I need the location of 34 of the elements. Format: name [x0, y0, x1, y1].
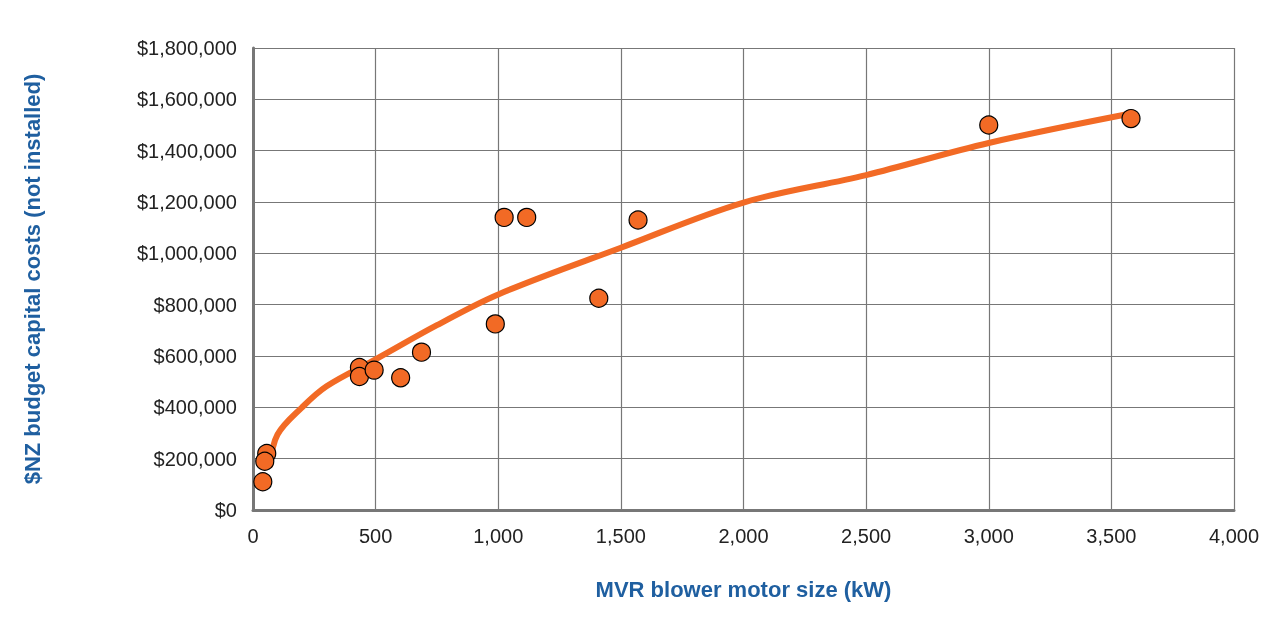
point: [391, 368, 411, 388]
y-tick-label: $1,000,000: [136, 242, 237, 265]
point: [349, 366, 370, 387]
y-tick-label: $400,000: [153, 396, 237, 419]
x-tick-label: 3,500: [1086, 525, 1137, 547]
x-tick-label: 1,500: [595, 525, 646, 547]
y-tick-label: $800,000: [153, 293, 237, 316]
y-tick-label: $1,600,000: [136, 88, 237, 111]
point: [589, 288, 609, 308]
x-tick-label: 500: [358, 525, 393, 547]
y-axis-title: $NZ budget capital costs (not installed): [19, 73, 45, 485]
y-tick-label: $600,000: [153, 345, 237, 367]
x-tick-label: 4,000: [1208, 525, 1260, 547]
x-tick-label: 2,500: [841, 525, 892, 547]
point: [628, 210, 648, 230]
point: [485, 314, 505, 334]
x-tick-label: 1,000: [473, 525, 524, 547]
x-tick-label: 3,000: [963, 525, 1014, 547]
point: [517, 207, 537, 227]
y-tick-label: $0: [214, 499, 237, 521]
y-tick-label: $1,800,000: [136, 37, 237, 59]
point: [979, 115, 999, 135]
x-tick-label: 2,000: [718, 525, 769, 547]
y-tick-label: $1,200,000: [136, 191, 237, 213]
point: [411, 342, 432, 362]
point: [364, 360, 384, 380]
point: [253, 472, 273, 492]
point: [255, 451, 275, 471]
point: [1121, 108, 1141, 129]
y-tick-label: $1,400,000: [136, 139, 237, 162]
x-tick-label: 0: [247, 525, 259, 547]
point: [494, 207, 514, 227]
y-tick-label: $200,000: [153, 447, 237, 470]
x-axis-title: MVR blower motor size (kW): [595, 576, 892, 602]
